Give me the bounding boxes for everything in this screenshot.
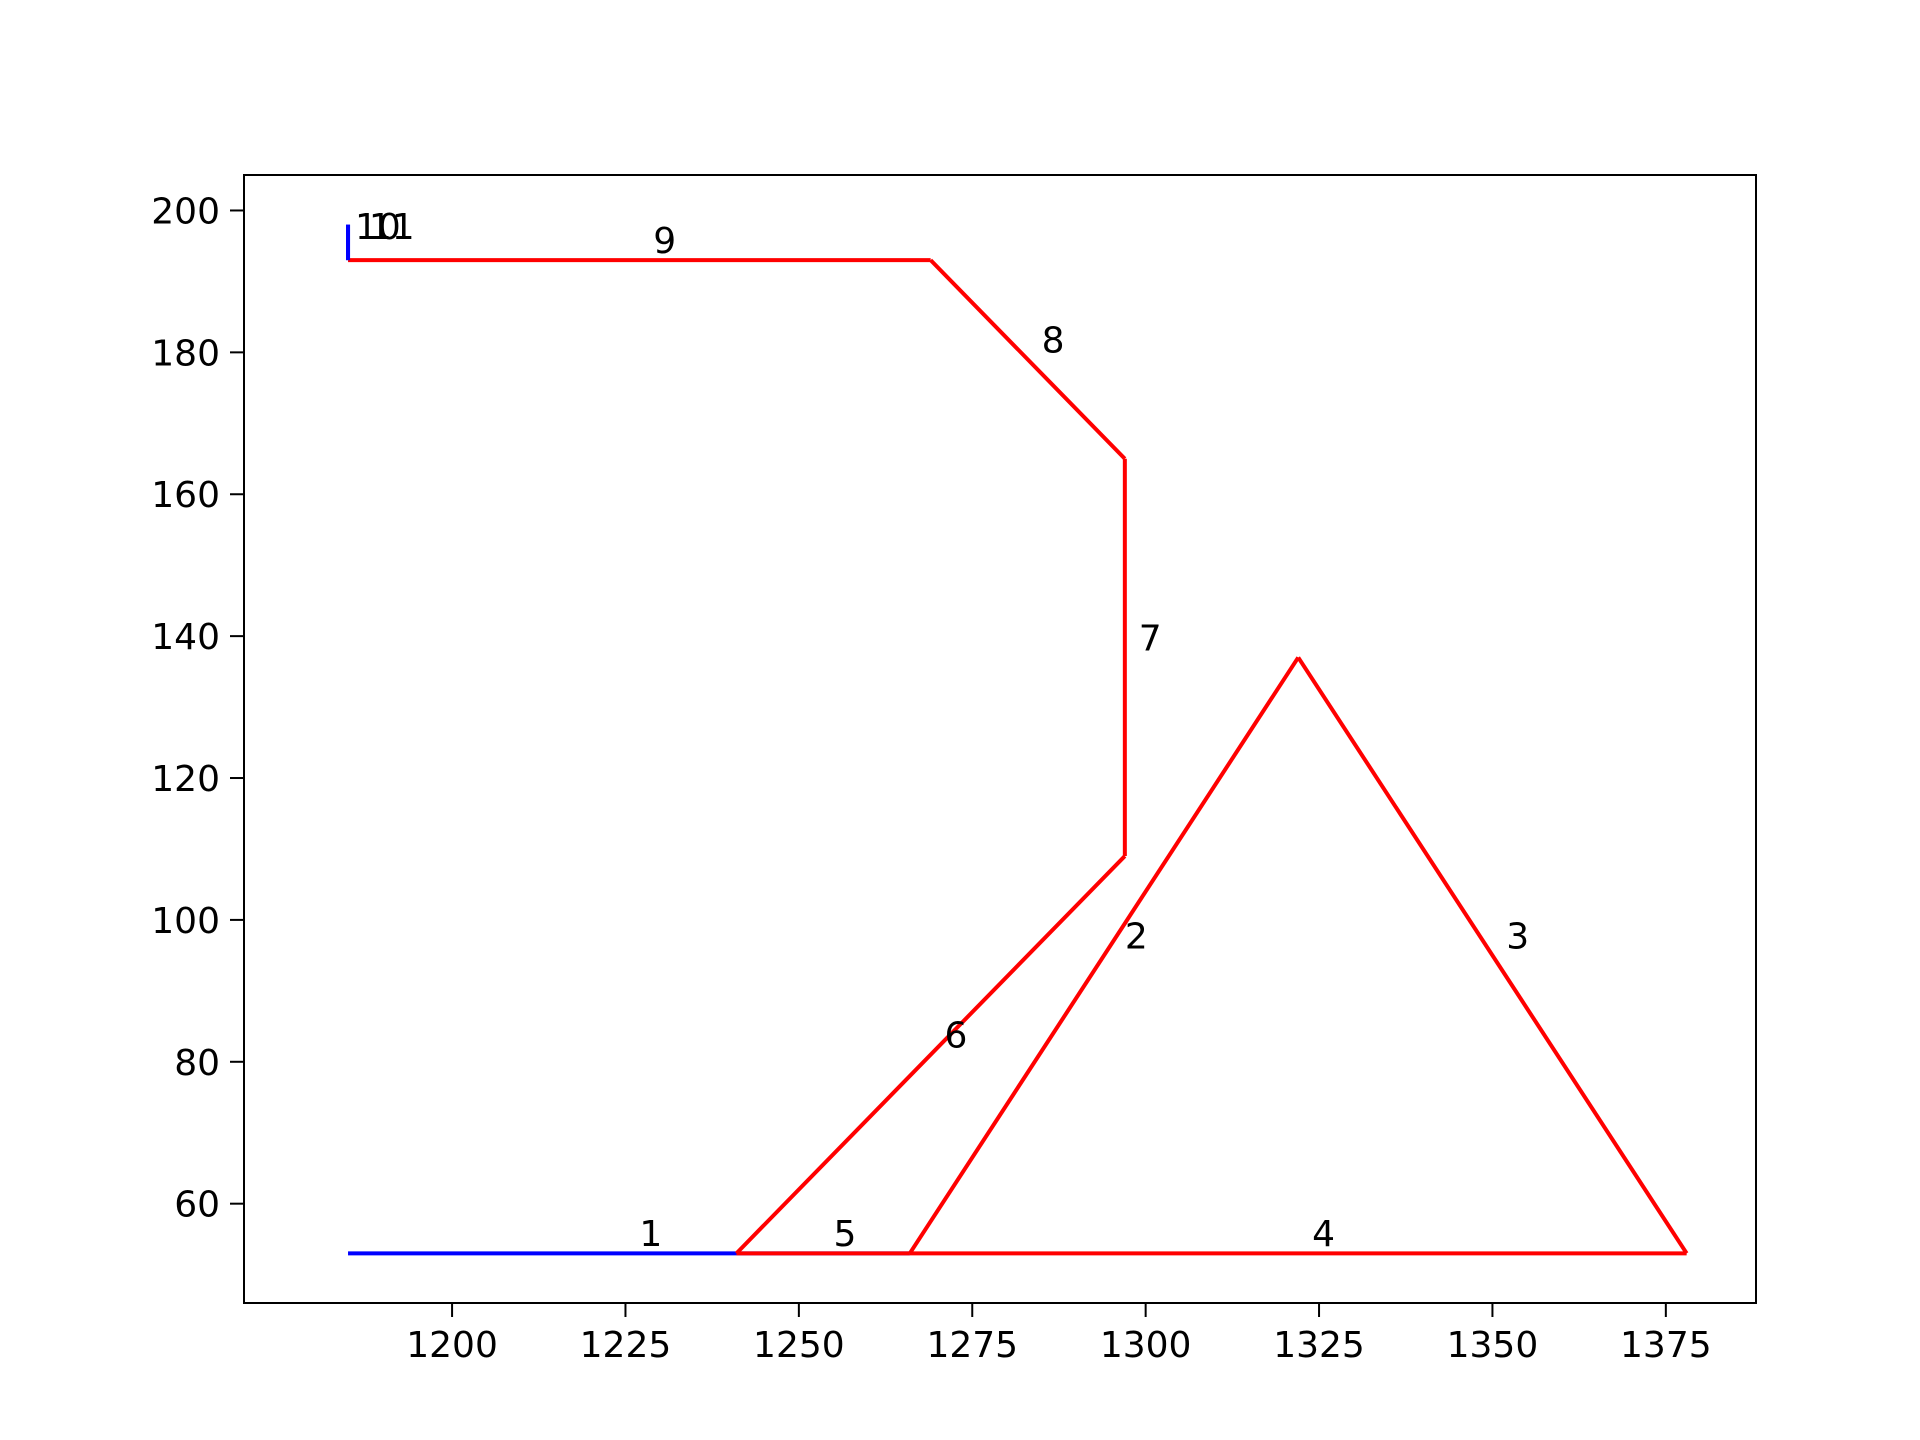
y-tick-label: 60 [174,1185,220,1226]
x-tick-label: 1350 [1447,1325,1539,1366]
segment-label: 11 [369,207,415,248]
x-tick-label: 1375 [1620,1325,1712,1366]
segment-label: 1 [639,1214,662,1255]
x-tick-label: 1275 [926,1325,1018,1366]
x-tick-label: 1300 [1100,1325,1192,1366]
y-tick-label: 100 [151,901,220,942]
x-axis: 1200 1225 1250 1275 1300 1325 1350 1375 [406,1303,1712,1366]
segment-3-line [1296,656,1689,1255]
segment-2-line [908,656,1300,1255]
segment-label: 5 [834,1214,857,1255]
y-tick-label: 180 [151,333,220,374]
segment-label: 7 [1139,618,1162,659]
segment-label: 6 [945,1016,968,1057]
x-tick-label: 1200 [406,1325,498,1366]
segment-label: 3 [1506,916,1529,957]
segment-label: 2 [1125,916,1148,957]
y-tick-label: 160 [151,475,220,516]
segment-label: 9 [653,221,676,262]
segment-label: 10 [355,207,401,248]
x-tick-label: 1325 [1273,1325,1365,1366]
plot-frame [243,174,1757,1304]
segment-label: 4 [1312,1214,1335,1255]
y-tick-label: 120 [151,759,220,800]
x-tick-label: 1250 [753,1325,845,1366]
y-tick-label: 140 [151,617,220,658]
segment-6-line [735,854,1127,1255]
segment-label: 8 [1042,320,1065,361]
x-tick-label: 1225 [580,1325,672,1366]
plot-lines [346,224,1689,1256]
y-tick-label: 80 [174,1043,220,1084]
y-tick-label: 200 [151,191,220,232]
y-axis: 60 80 100 120 140 160 180 200 [151,191,244,1226]
segment-8-line [929,258,1127,461]
